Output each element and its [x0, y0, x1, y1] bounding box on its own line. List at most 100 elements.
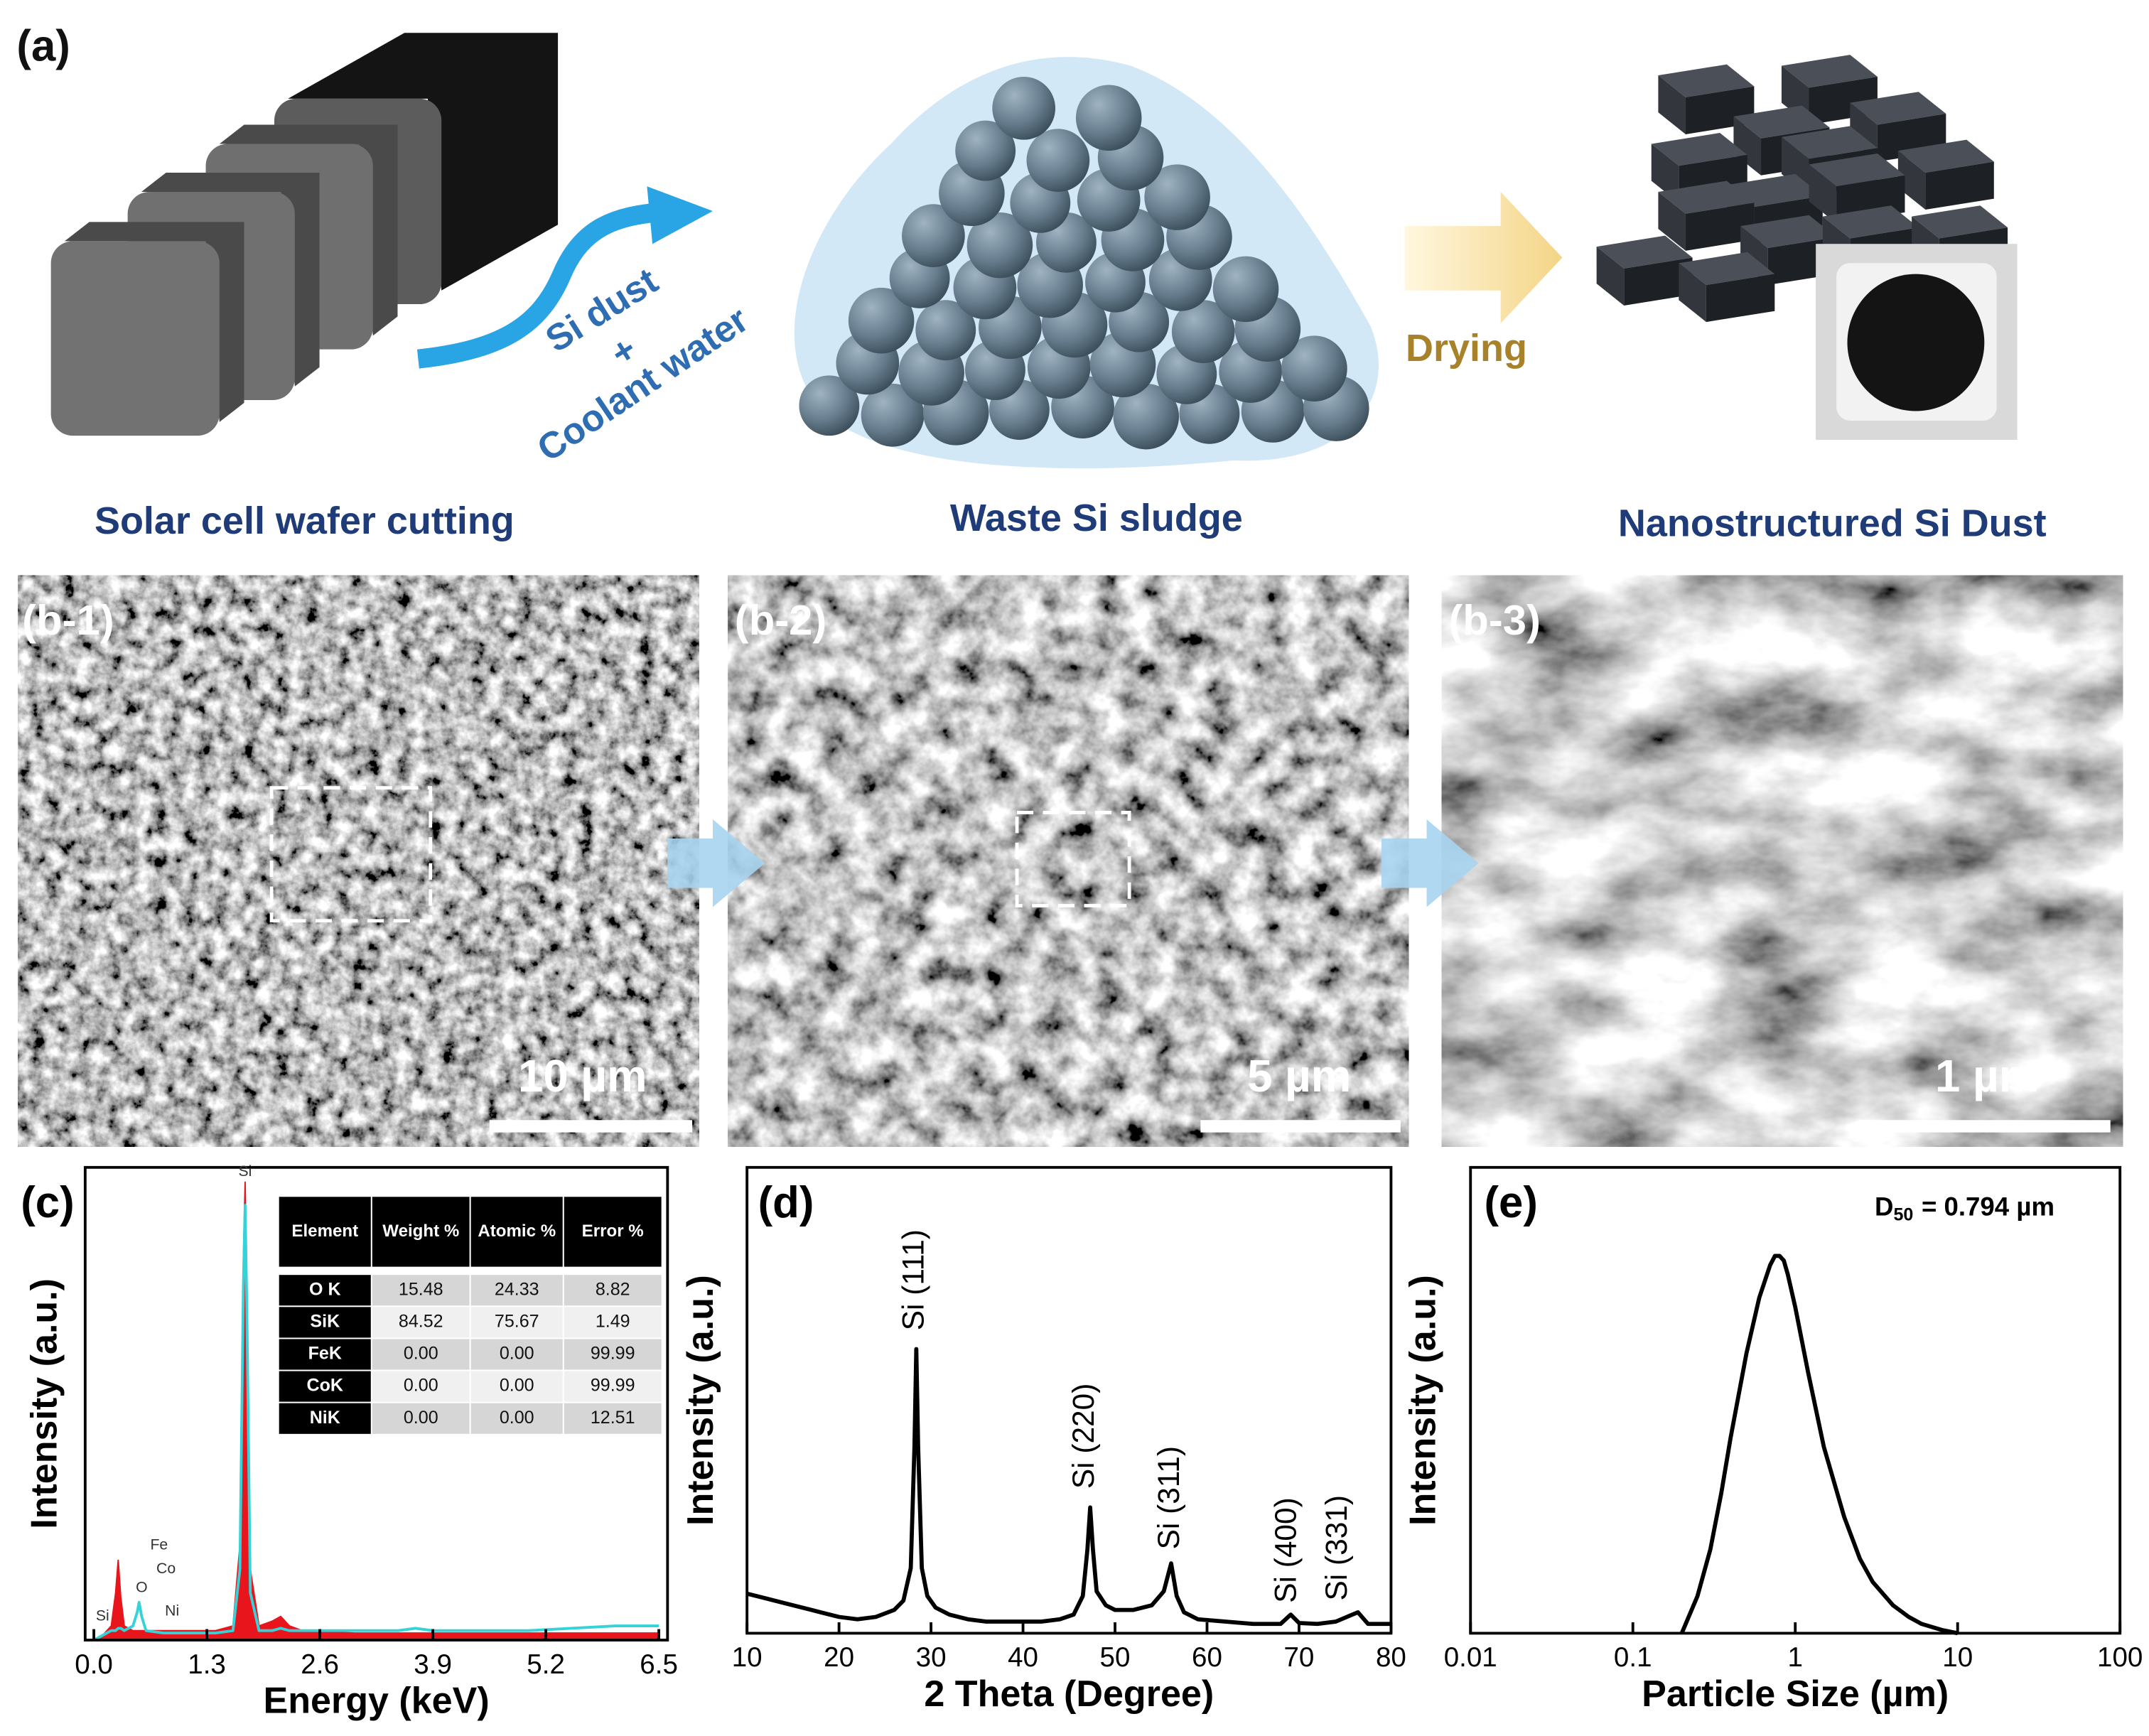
peak-label: Si [238, 1163, 252, 1180]
sem-image [18, 575, 699, 1147]
dust-cube-top [1733, 105, 1830, 139]
dust-cube-side [1658, 75, 1686, 134]
table-text: 0.00 [404, 1408, 438, 1428]
dust-cube-side [1809, 164, 1837, 224]
sem-image [728, 575, 1409, 1147]
table-cell [562, 1401, 663, 1435]
dust-cube-top [1897, 139, 1994, 173]
peak-label: Fe [150, 1537, 168, 1553]
panel-label: (a) [16, 22, 70, 71]
scale-bar-label: 10 µm [518, 1051, 647, 1101]
data-line [93, 1204, 659, 1641]
x-tick-label: 2.6 [301, 1649, 339, 1680]
d50-subscript: 50 [1894, 1204, 1914, 1224]
wafer-side [64, 222, 244, 422]
d50-symbol: D [1875, 1192, 1893, 1221]
table-cell [469, 1337, 564, 1371]
zoom-box [269, 786, 433, 923]
dust-cube-front [1706, 274, 1775, 323]
peak-label: Si (400) [1269, 1497, 1303, 1602]
data-line [746, 1347, 1391, 1627]
table-text: 15.48 [399, 1279, 443, 1299]
table-cell [277, 1273, 372, 1308]
sludge-particle [915, 300, 976, 361]
dust-cube-top [1726, 173, 1823, 207]
x-tick-label: 1 [1787, 1642, 1802, 1673]
x-tick-label: 10 [732, 1642, 763, 1673]
x-axis-label: 2 Theta (Degree) [924, 1673, 1214, 1715]
sludge-particle [1075, 85, 1142, 151]
table-cell [562, 1273, 663, 1308]
panel-a-art [50, 33, 2018, 469]
table-text: 75.67 [495, 1312, 539, 1332]
sludge-particle [966, 212, 1033, 279]
dust-cube-top [1596, 235, 1693, 269]
table-cell [277, 1305, 372, 1339]
table-header: Atomic % [478, 1222, 556, 1241]
flow-arrow [416, 203, 659, 369]
x-axis-label: Energy (keV) [264, 1680, 490, 1721]
x-tick-label: 40 [1008, 1642, 1038, 1673]
x-tick-label: 80 [1376, 1642, 1406, 1673]
data-line [1679, 1254, 1959, 1636]
sem-image [1441, 575, 2123, 1147]
table-header-cell [469, 1195, 564, 1268]
dust-cube-top [1822, 205, 1919, 239]
table-cell [562, 1305, 663, 1339]
plot-frame [83, 1165, 669, 1641]
caption: Solar cell wafer cutting [95, 500, 515, 542]
dust-cube-top [1781, 55, 1878, 88]
dust-cube-top [1658, 180, 1755, 214]
peak-label: Si [96, 1607, 109, 1624]
drying-label: Drying [1406, 327, 1527, 370]
table-cell [370, 1337, 471, 1371]
table-cell [370, 1273, 471, 1308]
dust-cube-side [1897, 151, 1926, 210]
caption: Waste Si sludge [950, 497, 1243, 539]
table-text: 0.00 [404, 1376, 438, 1396]
table-text: 12.51 [591, 1408, 635, 1428]
drying-arrow [1404, 191, 1563, 324]
plot-frame [1469, 1165, 2122, 1635]
table-text: 0.00 [500, 1408, 534, 1428]
zoom-box [1015, 810, 1131, 907]
x-tick-label: 10 [1942, 1642, 1973, 1673]
sludge-particle [992, 76, 1056, 140]
table-cell [469, 1401, 564, 1435]
table-cell [469, 1273, 564, 1308]
x-axis-label: Particle Size (µm) [1642, 1673, 1949, 1715]
table-cell [370, 1369, 471, 1403]
dust-cube-top [1740, 215, 1837, 248]
table-cell [469, 1369, 564, 1403]
flow-arrow-head [647, 186, 713, 244]
x-tick-label: 5.2 [527, 1649, 565, 1680]
scale-bar-label: 1 µm [1935, 1051, 2039, 1101]
x-tick-label: 30 [916, 1642, 947, 1673]
wafer-side [219, 124, 398, 336]
table-cell [370, 1401, 471, 1435]
panel-label: (d) [758, 1178, 814, 1227]
sludge-particle [1026, 129, 1090, 192]
x-tick-label: 0.1 [1614, 1642, 1652, 1673]
zoom-arrow [667, 819, 765, 907]
dust-cube-side [1658, 191, 1686, 251]
sludge-particle [902, 204, 965, 267]
sludge-particle [861, 383, 925, 447]
table-text: 1.49 [596, 1312, 630, 1332]
table-text: 84.52 [399, 1312, 443, 1332]
panel-label: (b-1) [22, 596, 114, 644]
table-text: 99.99 [591, 1376, 635, 1396]
d50-value: = 0.794 µm [1922, 1192, 2054, 1221]
table-text: 8.82 [596, 1279, 630, 1299]
peak-label: Ni [165, 1603, 179, 1619]
wafer-face [50, 241, 220, 436]
dust-cube-top [1658, 64, 1755, 97]
table-text: SiK [310, 1312, 340, 1332]
plot-frame [745, 1165, 1393, 1635]
charts: 0.0 1.3 2.6 3.9 5.2 6.5 Energy (keV) Intensity … [21, 1163, 2143, 1721]
x-tick-label: 0.0 [75, 1649, 113, 1680]
sludge-particle [799, 375, 860, 436]
table-text: CoK [307, 1376, 343, 1396]
panel-label: (b-3) [1448, 596, 1540, 644]
